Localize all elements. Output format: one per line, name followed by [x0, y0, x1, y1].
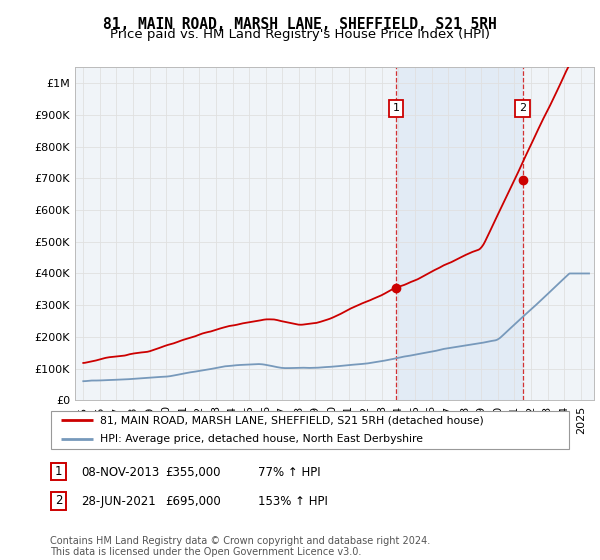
- Text: 28-JUN-2021: 28-JUN-2021: [81, 494, 156, 508]
- Text: 08-NOV-2013: 08-NOV-2013: [81, 465, 159, 479]
- Text: HPI: Average price, detached house, North East Derbyshire: HPI: Average price, detached house, Nort…: [101, 435, 424, 445]
- Text: 1: 1: [392, 104, 400, 114]
- Text: £695,000: £695,000: [165, 494, 221, 508]
- Text: Contains HM Land Registry data © Crown copyright and database right 2024.
This d: Contains HM Land Registry data © Crown c…: [50, 535, 430, 557]
- Text: 2: 2: [55, 494, 62, 507]
- FancyBboxPatch shape: [50, 411, 569, 449]
- Text: 153% ↑ HPI: 153% ↑ HPI: [258, 494, 328, 508]
- Text: Price paid vs. HM Land Registry's House Price Index (HPI): Price paid vs. HM Land Registry's House …: [110, 28, 490, 41]
- Text: £355,000: £355,000: [165, 465, 221, 479]
- FancyBboxPatch shape: [51, 492, 67, 510]
- Text: 77% ↑ HPI: 77% ↑ HPI: [258, 465, 320, 479]
- Text: 2: 2: [519, 104, 526, 114]
- Text: 1: 1: [55, 465, 62, 478]
- Text: 81, MAIN ROAD, MARSH LANE, SHEFFIELD, S21 5RH (detached house): 81, MAIN ROAD, MARSH LANE, SHEFFIELD, S2…: [101, 415, 484, 425]
- Text: 81, MAIN ROAD, MARSH LANE, SHEFFIELD, S21 5RH: 81, MAIN ROAD, MARSH LANE, SHEFFIELD, S2…: [103, 17, 497, 32]
- FancyBboxPatch shape: [51, 463, 67, 480]
